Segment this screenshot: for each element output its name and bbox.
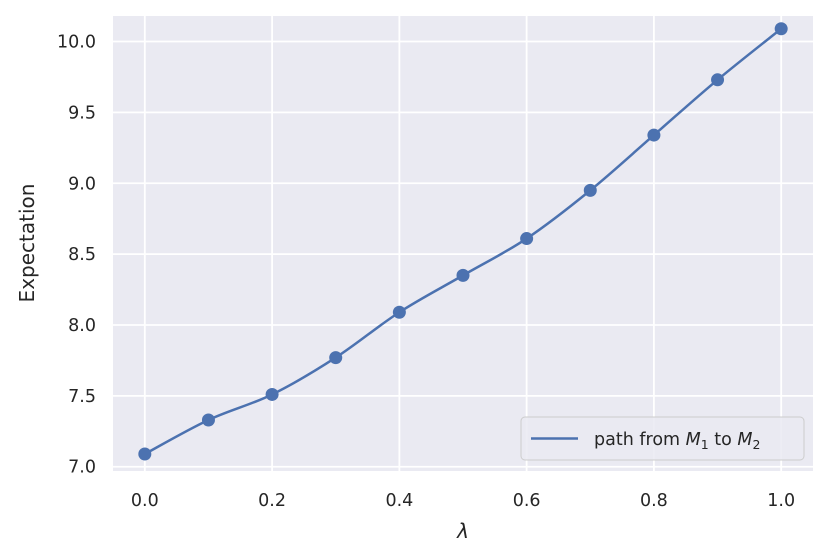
- data-point: [392, 305, 406, 319]
- x-tick-label: 1.0: [767, 491, 795, 511]
- legend-subscript-2: 2: [753, 437, 761, 452]
- legend-box: [520, 416, 805, 461]
- x-tick-label: 0.2: [258, 491, 286, 511]
- plot-background: [113, 16, 813, 471]
- legend-subscript-1: 1: [701, 437, 709, 452]
- x-tick-label: 0.8: [640, 491, 668, 511]
- data-point: [201, 413, 215, 427]
- x-axis-ticks: 0.0 0.2 0.4 0.6 0.8 1.0: [131, 491, 795, 511]
- data-point: [456, 268, 470, 282]
- y-tick-label: 7.5: [68, 387, 96, 407]
- x-axis-label: λ: [456, 519, 469, 543]
- legend-entry-label: path from M1 to M2: [594, 430, 760, 452]
- grid: [113, 16, 813, 471]
- data-point: [711, 73, 725, 87]
- legend-symbol-m2: M: [737, 430, 752, 450]
- data-point: [138, 447, 152, 461]
- data-point: [329, 351, 343, 365]
- data-point: [774, 22, 788, 36]
- data-point: [583, 183, 597, 197]
- y-tick-label: 9.5: [68, 103, 96, 123]
- x-tick-label: 0.0: [131, 491, 159, 511]
- y-tick-label: 8.0: [68, 316, 96, 336]
- y-axis-ticks: 7.0 7.5 8.0 8.5 9.0 9.5 10.0: [57, 33, 96, 478]
- y-tick-label: 8.5: [68, 245, 96, 265]
- legend: path from M1 to M2: [520, 416, 805, 461]
- data-point: [520, 232, 534, 246]
- legend-text-prefix: path from: [594, 430, 686, 450]
- data-point: [265, 387, 279, 401]
- y-axis-label: Expectation: [15, 184, 39, 303]
- series-layer: [138, 22, 788, 461]
- y-tick-label: 9.0: [68, 174, 96, 194]
- y-tick-label: 7.0: [68, 458, 96, 478]
- y-tick-label: 10.0: [57, 33, 96, 53]
- legend-symbol-m1: M: [686, 430, 701, 450]
- legend-text-middle: to: [709, 430, 738, 450]
- x-tick-label: 0.6: [513, 491, 541, 511]
- data-point: [647, 128, 661, 142]
- x-tick-label: 0.4: [385, 491, 413, 511]
